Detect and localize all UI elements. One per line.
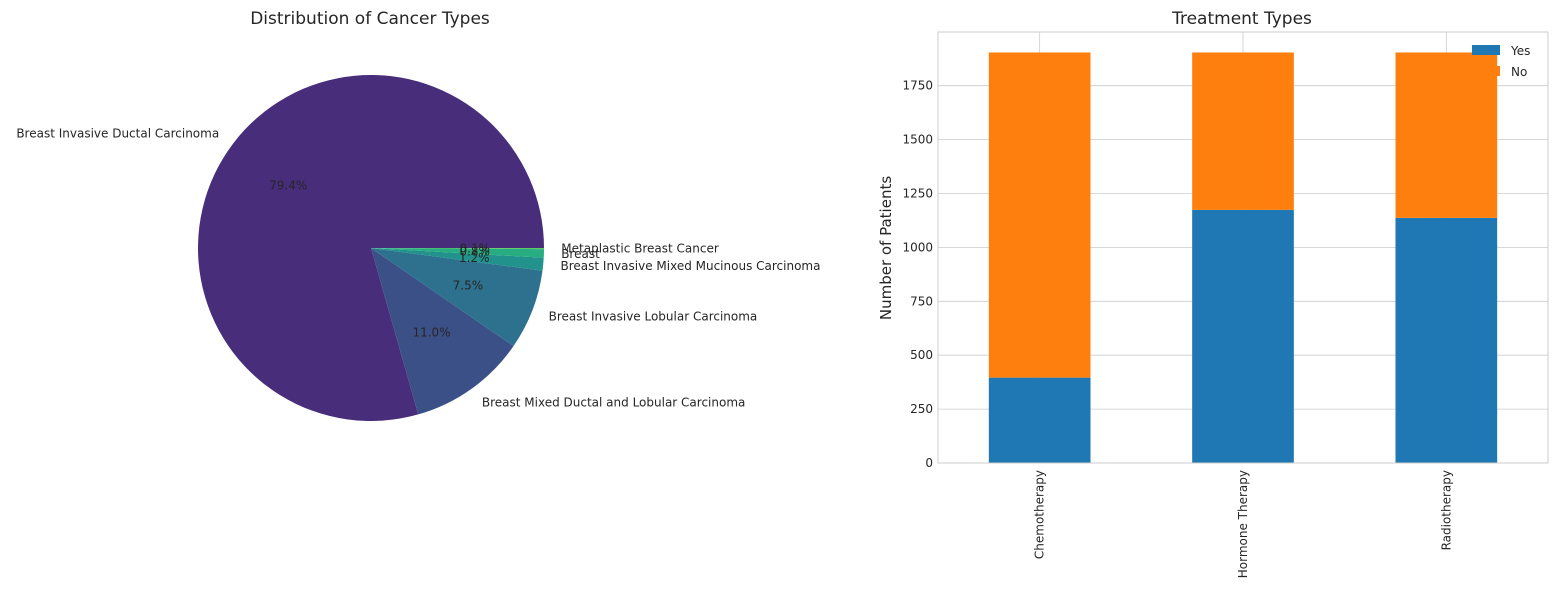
pie-slice-1 bbox=[371, 248, 514, 415]
pie-slice-2 bbox=[371, 248, 543, 347]
pie-slice-pct-label: 79.4% bbox=[269, 178, 307, 192]
x-tick-label: Hormone Therapy bbox=[1236, 470, 1250, 578]
y-tick-label: 250 bbox=[910, 402, 933, 416]
y-tick-label: 500 bbox=[910, 348, 933, 362]
y-tick-label: 1750 bbox=[902, 79, 933, 93]
pie-slice-label: Breast Invasive Lobular Carcinoma bbox=[549, 309, 758, 323]
bar-yes-0 bbox=[988, 377, 1091, 463]
bar-title: Treatment Types bbox=[1171, 9, 1312, 29]
bar-y-axis-label: Number of Patients bbox=[877, 176, 895, 320]
pie-slice-4 bbox=[371, 248, 544, 258]
pie-slice-label: Breast bbox=[561, 247, 600, 261]
bar-no-2 bbox=[1395, 52, 1498, 218]
pie-slice-pct-label: 7.5% bbox=[453, 278, 484, 292]
pie-chart: Distribution of Cancer Types 79.4% Breast… bbox=[16, 9, 820, 421]
y-tick-label: 0 bbox=[925, 456, 933, 470]
plot-frame bbox=[937, 31, 1549, 464]
pie-slice-pct-label: 11.0% bbox=[412, 325, 450, 339]
pie-slice-label: Breast Invasive Mixed Mucinous Carcinoma bbox=[561, 259, 821, 273]
x-tick-label: Chemotherapy bbox=[1033, 470, 1047, 559]
y-tick-label: 1000 bbox=[902, 240, 933, 254]
pie-slice-0 bbox=[197, 74, 545, 421]
bar-no-0 bbox=[988, 52, 1091, 378]
pie-slice-3 bbox=[371, 248, 544, 271]
bar-legend: Yes No bbox=[1472, 44, 1530, 79]
bar-bars bbox=[988, 52, 1498, 463]
y-tick-label: 1250 bbox=[902, 186, 933, 200]
bar-no-1 bbox=[1192, 52, 1294, 210]
pie-title: Distribution of Cancer Types bbox=[250, 9, 490, 29]
pie-slice-label: Breast Invasive Ductal Carcinoma bbox=[16, 126, 219, 140]
y-tick-label: 1500 bbox=[902, 133, 933, 147]
pie-slice-pct-label: 0.8% bbox=[459, 244, 490, 258]
pie-slices bbox=[197, 74, 545, 421]
legend-swatch-no bbox=[1472, 66, 1500, 76]
pie-labels: 79.4% Breast Invasive Ductal Carcinoma 11.… bbox=[16, 126, 820, 409]
legend-label-no: No bbox=[1511, 65, 1527, 79]
pie-slice-5 bbox=[371, 248, 545, 250]
legend-label-yes: Yes bbox=[1510, 44, 1530, 58]
y-tick-label: 750 bbox=[910, 294, 933, 308]
bar-yes-1 bbox=[1192, 209, 1294, 463]
pie-slice-pct-label: 1.2% bbox=[459, 251, 490, 265]
bar-yes-2 bbox=[1395, 217, 1498, 463]
bar-chart: Treatment Types 0 250 500 750 1000 1250 1500 17… bbox=[877, 9, 1549, 578]
x-tick-label: Radiotherapy bbox=[1439, 470, 1453, 550]
pie-slice-label: Breast Mixed Ductal and Lobular Carcinom… bbox=[482, 396, 745, 410]
pie-slice-label: Metaplastic Breast Cancer bbox=[561, 242, 719, 256]
pie-slice-pct-label: 0.1% bbox=[460, 241, 491, 255]
legend-swatch-yes bbox=[1472, 45, 1500, 55]
bar-axes: 0 250 500 750 1000 1250 1500 1750 Chemotherapy Ho… bbox=[902, 31, 1549, 578]
